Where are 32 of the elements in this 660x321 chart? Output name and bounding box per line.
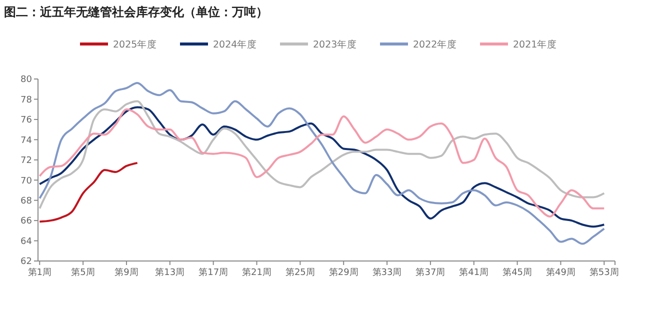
y-tick-label: 62 [20, 257, 32, 268]
x-tick-label: 第1周 [28, 267, 52, 278]
legend-label: 2025年度 [113, 38, 158, 50]
y-tick-label: 76 [20, 116, 32, 126]
y-tick-label: 68 [20, 196, 32, 206]
y-tick-label: 78 [20, 95, 32, 106]
x-tick-label: 第17周 [198, 267, 228, 278]
x-tick-label: 第9周 [114, 267, 138, 278]
x-tick-label: 第33周 [372, 267, 402, 278]
x-tick-label: 第53周 [589, 267, 619, 278]
y-tick-label: 64 [20, 236, 32, 247]
x-tick-label: 第21周 [242, 267, 272, 278]
x-tick-label: 第37周 [416, 267, 446, 278]
y-tick-label: 74 [20, 136, 32, 146]
legend-label: 2023年度 [313, 38, 358, 50]
x-tick-label: 第5周 [71, 267, 95, 278]
legend-label: 2024年度 [213, 38, 258, 50]
line-series [38, 162, 138, 223]
chart-title: 图二：近五年无缝管社会库存变化（单位：万吨） [4, 5, 268, 19]
y-tick-label: 80 [20, 75, 32, 86]
x-tick-label: 第41周 [459, 267, 489, 278]
x-tick-label: 第13周 [155, 267, 185, 278]
line-series [38, 82, 606, 245]
y-tick-label: 72 [20, 156, 32, 166]
x-tick-label: 第29周 [328, 267, 358, 278]
legend-label: 2021年度 [513, 38, 558, 50]
y-tick-label: 70 [20, 176, 32, 186]
y-tick-label: 66 [20, 216, 32, 227]
x-tick-label: 第45周 [502, 267, 532, 278]
x-tick-label: 第25周 [285, 267, 315, 278]
x-tick-label: 第49周 [546, 267, 576, 278]
legend-label: 2022年度 [413, 38, 458, 50]
